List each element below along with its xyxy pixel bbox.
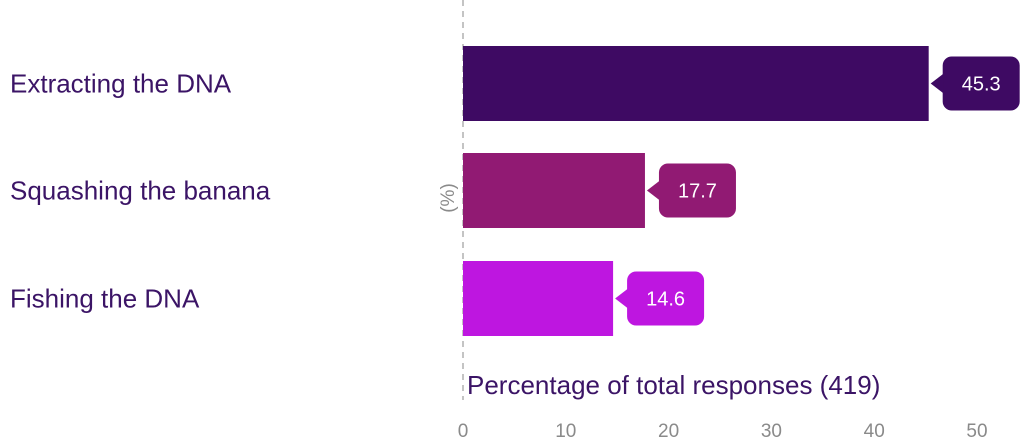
bar: [463, 261, 614, 336]
value-callout: [658, 163, 736, 218]
unit-label: (%): [438, 183, 459, 213]
x-tick-label: 0: [458, 421, 469, 442]
value-label: 17.7: [678, 181, 717, 203]
value-label: 45.3: [962, 74, 1001, 96]
x-tick-label: 30: [761, 421, 782, 442]
x-axis-title: Percentage of total responses (419): [467, 370, 880, 400]
value-callout-pointer: [615, 288, 629, 309]
x-tick-label: 20: [658, 421, 679, 442]
value-label: 14.6: [646, 289, 685, 311]
value-callout-pointer: [930, 73, 944, 94]
category-label: Extracting the DNA: [10, 69, 232, 99]
category-label: Squashing the banana: [10, 176, 271, 206]
x-tick-label: 40: [864, 421, 885, 442]
value-callout: [942, 56, 1020, 111]
value-callout: [627, 271, 705, 326]
x-axis-ticks: 0 10 20 30 40 50: [458, 421, 988, 442]
bars-group: Extracting the DNA 45.3 Squashing the bana…: [10, 46, 1020, 336]
x-tick-label: 50: [966, 421, 987, 442]
bar: [463, 46, 929, 121]
category-label: Fishing the DNA: [10, 284, 200, 314]
value-callout-pointer: [646, 180, 660, 201]
bar: [463, 153, 645, 228]
x-tick-label: 10: [555, 421, 576, 442]
